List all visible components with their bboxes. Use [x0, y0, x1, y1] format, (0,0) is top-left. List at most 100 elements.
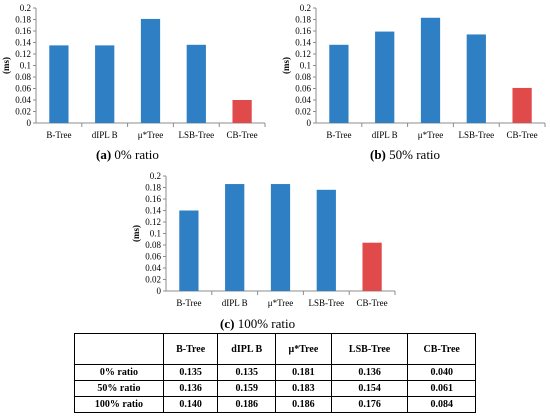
x-tick-label: μ*Tree: [268, 298, 294, 308]
table-cell: 0.140: [162, 396, 219, 413]
table-cell: 0.136: [162, 380, 219, 397]
y-tick-label: 0: [157, 286, 162, 296]
chart-caption-text: 0% ratio: [114, 147, 159, 162]
x-tick-label: LSB-Tree: [178, 130, 214, 140]
table-header-row: B-Tree dIPL B μ*Tree LSB-Tree CB-Tree: [74, 333, 476, 365]
chart-caption-label: (a): [96, 147, 112, 162]
table-cell: 0.183: [275, 380, 332, 397]
y-tick-label: 0.1: [20, 61, 31, 71]
bar-2: [375, 31, 395, 124]
x-tick-label: dIPL B: [222, 298, 248, 308]
chart-panel-b: 0 0.02 0.04 0.06 0.08 0.1 0.12 0.14 0.16 0.18 0.2 (…: [280, 0, 550, 150]
y-axis-label: (ms): [131, 225, 141, 242]
y-tick-label: 0.06: [295, 84, 311, 94]
x-tick-label: B-Tree: [326, 130, 351, 140]
y-tick-label: 0.2: [20, 3, 31, 13]
chart-caption-label: (c): [220, 316, 235, 331]
y-tick-label: 0.1: [150, 229, 161, 239]
table-cell: 0.135: [162, 364, 219, 381]
x-tick-label: CB-Tree: [507, 130, 538, 140]
y-tick-label: 0.14: [15, 38, 31, 48]
table-header-cell: B-Tree: [162, 333, 219, 365]
bar-2: [95, 45, 115, 123]
y-tick-label: 0: [27, 118, 32, 128]
bar-4: [316, 189, 336, 291]
table-cell: 0.186: [217, 396, 277, 413]
table-header-cell: dIPL B: [217, 333, 277, 365]
table-cell: 0.040: [407, 364, 476, 381]
bar-1: [49, 45, 69, 123]
y-tick-label: 0.16: [145, 194, 161, 204]
y-tick-label: 0.08: [15, 72, 31, 82]
y-tick-label: 0.18: [145, 183, 161, 193]
bar-4: [466, 34, 486, 124]
table-row: 50% ratio 0.136 0.159 0.183 0.154 0.061: [74, 380, 476, 397]
table-cell: 0.186: [275, 396, 332, 413]
table-cell: 0.061: [407, 380, 476, 397]
y-tick-label: 0.06: [145, 252, 161, 262]
x-tick-label: LSB-Tree: [308, 298, 344, 308]
y-axis-label: (ms): [1, 57, 11, 74]
bar-2: [225, 184, 245, 291]
bar-3: [140, 18, 161, 123]
table-header-cell: LSB-Tree: [330, 333, 409, 365]
table-header-cell: μ*Tree: [275, 333, 332, 365]
y-tick-label: 0.18: [15, 15, 31, 25]
x-tick-label: CB-Tree: [357, 298, 388, 308]
chart-caption-c: (c) 100% ratio: [220, 316, 295, 332]
bar-5: [232, 100, 252, 123]
table-cell: 0.181: [275, 364, 332, 381]
y-tick-label: 0.18: [295, 15, 311, 25]
y-tick-label: 0.08: [145, 240, 161, 250]
x-tick-label: B-Tree: [176, 298, 201, 308]
chart-caption-text: 100% ratio: [237, 316, 296, 331]
y-tick-label: 0.12: [295, 49, 311, 59]
y-tick-label: 0: [307, 118, 312, 128]
bar-3: [420, 17, 441, 123]
bar-3: [270, 184, 291, 291]
table-cell: 0.159: [217, 380, 277, 397]
y-tick-label: 0.16: [15, 26, 31, 36]
x-tick-label: μ*Tree: [418, 130, 444, 140]
y-tick-label: 0.2: [300, 3, 311, 13]
chart-caption-text: 50% ratio: [389, 147, 441, 162]
table-cell: 0.176: [330, 396, 409, 413]
x-tick-label: μ*Tree: [138, 130, 164, 140]
y-axis-label: (ms): [281, 57, 291, 74]
x-tick-label: B-Tree: [46, 130, 71, 140]
table-cell: 0.135: [217, 364, 277, 381]
y-tick-label: 0.02: [295, 107, 311, 117]
table-header-cell: [74, 333, 164, 365]
table-header-cell: CB-Tree: [407, 333, 476, 365]
chart-caption-label: (b): [370, 147, 386, 162]
y-tick-label: 0.1: [300, 61, 311, 71]
bar-5: [362, 242, 382, 291]
y-tick-label: 0.02: [15, 107, 31, 117]
y-tick-label: 0.04: [15, 95, 31, 105]
x-tick-label: dIPL B: [372, 130, 398, 140]
y-tick-label: 0.02: [145, 275, 161, 285]
y-tick-label: 0.12: [145, 217, 161, 227]
y-tick-label: 0.12: [15, 49, 31, 59]
y-tick-label: 0.14: [295, 38, 311, 48]
bar-4: [186, 44, 206, 123]
table-row: 100% ratio 0.140 0.186 0.186 0.176 0.084: [74, 396, 476, 413]
table-row: 0% ratio 0.135 0.135 0.181 0.136 0.040: [74, 364, 476, 381]
table-row-label: 0% ratio: [74, 364, 164, 381]
chart-svg-b: 00.02 0.040.06 0.080.1 0.120.14 0.160.18 0.2 (…: [281, 3, 546, 140]
chart-panel-c: 0 0.02 0.04 0.06 0.08 0.1 0.12 0.14 0.16 0.18 0.2 (…: [130, 168, 400, 318]
chart-svg-a: 00.02 0.040.06 0.080.1 0.120.14 0.160.18 0.2 (…: [1, 3, 266, 140]
y-tick-label: 0.08: [295, 72, 311, 82]
results-table: B-Tree dIPL B μ*Tree LSB-Tree CB-Tree 0%…: [74, 333, 476, 413]
bar-5: [512, 87, 532, 123]
table-row-label: 50% ratio: [74, 380, 164, 397]
x-tick-label: LSB-Tree: [458, 130, 494, 140]
table-cell: 0.154: [330, 380, 409, 397]
bar-1: [179, 210, 199, 291]
x-tick-label: dIPL B: [92, 130, 118, 140]
chart-svg-c: 00.02 0.040.06 0.080.1 0.120.14 0.160.18 0.2 (…: [131, 171, 396, 308]
y-tick-label: 0.14: [145, 206, 161, 216]
chart-panel-a: 0 0.02 0.04 0.06 0.08 0.1 0.12 0.14 0.16 0.18 0.2 (…: [0, 0, 270, 150]
x-tick-label: CB-Tree: [227, 130, 258, 140]
chart-caption-b: (b) 50% ratio: [370, 147, 440, 163]
